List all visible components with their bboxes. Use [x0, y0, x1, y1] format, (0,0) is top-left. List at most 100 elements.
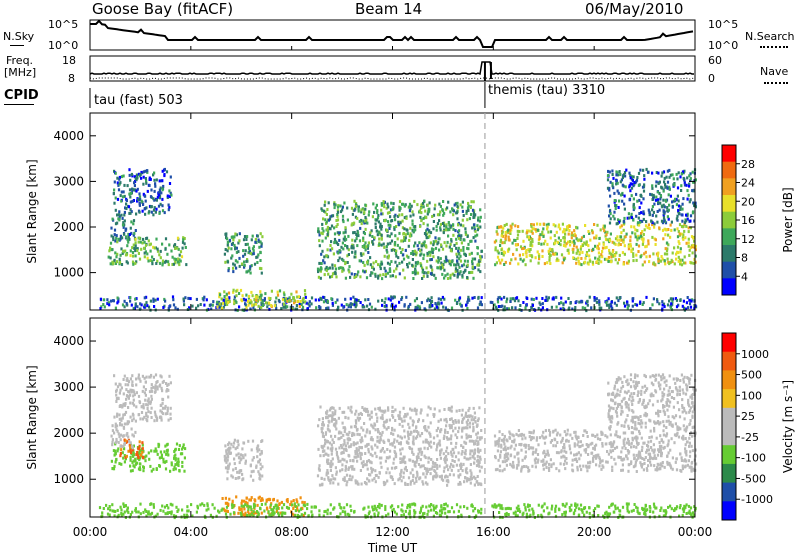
power-panel-cell — [128, 168, 131, 172]
power-panel-cell — [447, 234, 450, 238]
velocity-panel-cell — [124, 410, 128, 414]
power-panel-cell — [687, 237, 690, 241]
power-panel-cell — [333, 206, 336, 210]
power-panel-cell — [403, 276, 406, 280]
velocity-panel-cell — [381, 409, 384, 413]
velocity-panel-cell — [149, 411, 152, 415]
velocity-panel-cell — [342, 447, 346, 451]
velocity-panel-cell — [410, 431, 413, 435]
power-panel-cell — [678, 223, 682, 227]
power-panel-cell — [260, 293, 263, 297]
power-panel-cell — [637, 250, 640, 253]
velocity-panel-cell — [436, 466, 439, 470]
power-panel-cell — [218, 295, 221, 299]
power-panel-cell — [230, 247, 233, 251]
power-panel-cell — [422, 216, 425, 220]
power-panel-cell — [456, 201, 459, 205]
power-panel-cell — [428, 303, 431, 307]
power-panel-cell — [152, 213, 155, 217]
power-panel-cell — [426, 223, 429, 227]
power-panel-cell — [261, 300, 264, 304]
velocity-panel-cell — [399, 452, 402, 456]
power-panel-cell — [618, 296, 621, 300]
power-panel-cell — [684, 261, 687, 265]
power-panel-cell — [152, 197, 155, 201]
power-panel-cell — [113, 228, 117, 232]
velocity-panel-cell — [452, 429, 455, 433]
velocity-panel-cell — [403, 460, 407, 464]
power-panel-cell — [675, 257, 678, 261]
power-panel-cell — [333, 271, 336, 275]
power-panel-cell — [629, 235, 632, 239]
velocity-panel-cell — [127, 435, 130, 439]
velocity-panel-cell — [380, 409, 383, 413]
velocity-panel-cell — [326, 409, 329, 413]
power-panel-cell — [322, 259, 325, 263]
power-panel-cell — [120, 213, 123, 217]
power-panel-cell — [118, 257, 121, 261]
velocity-panel-cell — [111, 424, 114, 428]
power-panel-cell — [150, 188, 153, 192]
power-panel-cell — [435, 228, 438, 232]
power-panel-cell — [677, 171, 680, 175]
power-panel-cell — [447, 221, 450, 224]
power-panel-cell — [345, 237, 348, 241]
power-panel-cell — [461, 218, 464, 222]
power-panel-cell — [138, 257, 142, 261]
power-panel-cell — [462, 224, 465, 228]
freq-line — [89, 61, 694, 76]
velocity-panel-cell — [129, 377, 132, 381]
power-panel-cell — [606, 299, 609, 303]
velocity-panel-cell — [682, 434, 685, 438]
velocity-panel-cell — [374, 480, 377, 484]
power-panel-cell — [435, 305, 438, 309]
power-panel-cell — [605, 245, 608, 249]
velocity-panel-cell — [438, 409, 441, 413]
power-panel-cell — [598, 301, 601, 305]
power-panel-cell — [436, 213, 440, 217]
power-panel-cell — [380, 203, 383, 207]
power-panel-cell — [145, 295, 148, 299]
power-panel-cell — [238, 292, 241, 295]
power-panel-cell — [350, 272, 353, 276]
power-panel-cell — [393, 215, 396, 219]
power-panel-cell — [635, 214, 638, 218]
power-panel-cell — [118, 177, 121, 181]
power-panel-cell — [336, 298, 339, 302]
velocity-panel-cell — [359, 457, 362, 461]
velocity-panel-cell — [111, 438, 114, 442]
velocity-panel-cell — [401, 447, 404, 451]
power-panel-cell — [643, 174, 646, 178]
power-panel-cell — [261, 304, 264, 307]
power-panel-cell — [568, 240, 572, 243]
velocity-panel-cell — [464, 411, 468, 415]
freq-tick-top: 18 — [62, 54, 76, 67]
velocity-panel-cell — [137, 467, 141, 471]
velocity-panel-cell — [423, 454, 426, 458]
velocity-panel-cell — [322, 423, 325, 427]
velocity-panel-cell — [649, 429, 652, 433]
power-panel-cell — [395, 254, 398, 258]
velocity-panel-cell — [348, 478, 351, 481]
power-panel-cell — [477, 216, 480, 220]
velocity-panel-cell — [167, 418, 170, 422]
power-panel-cell — [675, 203, 678, 207]
velocity-panel-cell — [331, 457, 334, 461]
power-panel-cell — [602, 242, 605, 246]
velocity-panel-cell — [155, 418, 159, 422]
velocity-panel-cell — [347, 433, 350, 437]
velocity-panel-cell — [360, 446, 363, 450]
velocity-panel-cell — [232, 445, 235, 449]
power-panel-cell — [370, 305, 373, 309]
velocity-panel-cell — [425, 438, 428, 442]
power-panel-cell — [223, 252, 226, 256]
power-panel-cell — [561, 230, 565, 234]
power-panel-cell — [662, 302, 666, 306]
power-panel-cell — [253, 262, 257, 266]
power-panel-cell — [570, 231, 574, 235]
power-panel-cell — [667, 208, 670, 212]
power-panel-cell — [438, 237, 441, 241]
power-panel-cell — [341, 208, 344, 212]
velocity-panel-cell — [353, 467, 356, 471]
velocity-panel-cell — [469, 449, 472, 453]
